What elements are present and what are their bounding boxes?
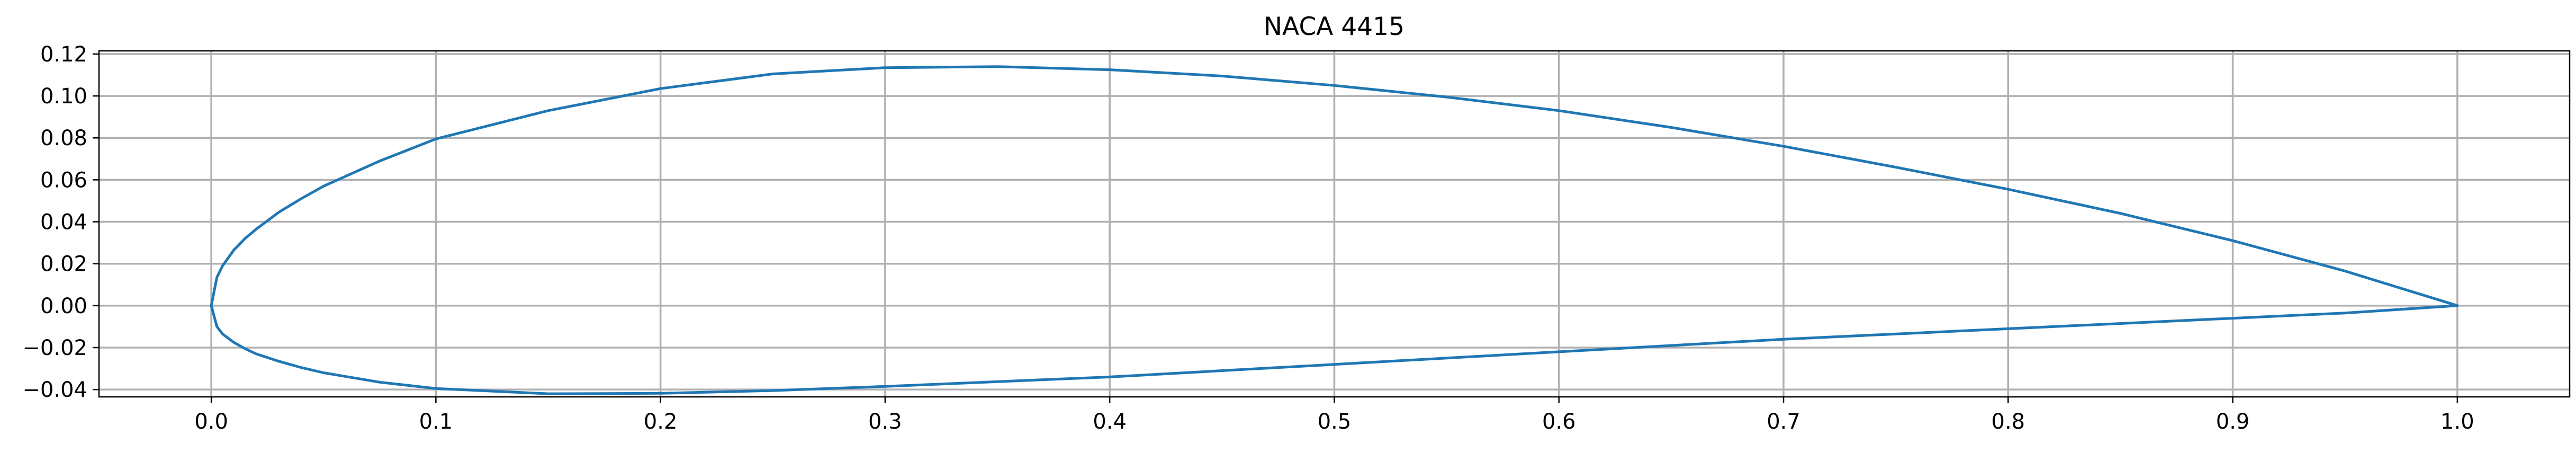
y-grid bbox=[99, 53, 2570, 391]
y-tick-label: 0.06 bbox=[40, 168, 87, 192]
y-tick-label: −0.02 bbox=[22, 336, 87, 360]
x-tick-label: 0.6 bbox=[1542, 410, 1576, 434]
x-grid bbox=[210, 51, 2458, 397]
chart-title: NACA 4415 bbox=[1264, 12, 1404, 41]
x-tick-label: 0.7 bbox=[1767, 410, 1800, 434]
x-tick-label: 0.5 bbox=[1318, 410, 1352, 434]
y-tick-label: 0.12 bbox=[40, 42, 87, 67]
x-axis-ticks: 0.0 0.1 0.2 0.3 0.4 0.5 0.6 0.7 0.8 0.9 1.0 bbox=[194, 397, 2474, 434]
airfoil-outline-line bbox=[210, 65, 2459, 395]
y-tick-label: 0.08 bbox=[40, 126, 87, 150]
x-tick-label: 0.8 bbox=[1992, 410, 2025, 434]
x-tick-label: 1.0 bbox=[2440, 410, 2474, 434]
y-tick-label: 0.10 bbox=[40, 84, 87, 109]
y-tick-label: −0.04 bbox=[22, 378, 87, 402]
x-tick-label: 0.2 bbox=[644, 410, 678, 434]
x-tick-label: 0.3 bbox=[868, 410, 902, 434]
x-tick-label: 0.9 bbox=[2216, 410, 2250, 434]
x-tick-label: 0.0 bbox=[194, 410, 228, 434]
y-tick-label: 0.02 bbox=[40, 252, 87, 277]
series-layer bbox=[210, 65, 2459, 395]
y-tick-label: 0.04 bbox=[40, 210, 87, 235]
x-tick-label: 0.1 bbox=[419, 410, 453, 434]
x-tick-label: 0.4 bbox=[1093, 410, 1127, 434]
y-tick-label: 0.00 bbox=[40, 294, 87, 318]
y-axis-ticks: −0.04 −0.02 0.00 0.02 0.04 0.06 0.08 0.10 0.12 bbox=[22, 42, 99, 402]
